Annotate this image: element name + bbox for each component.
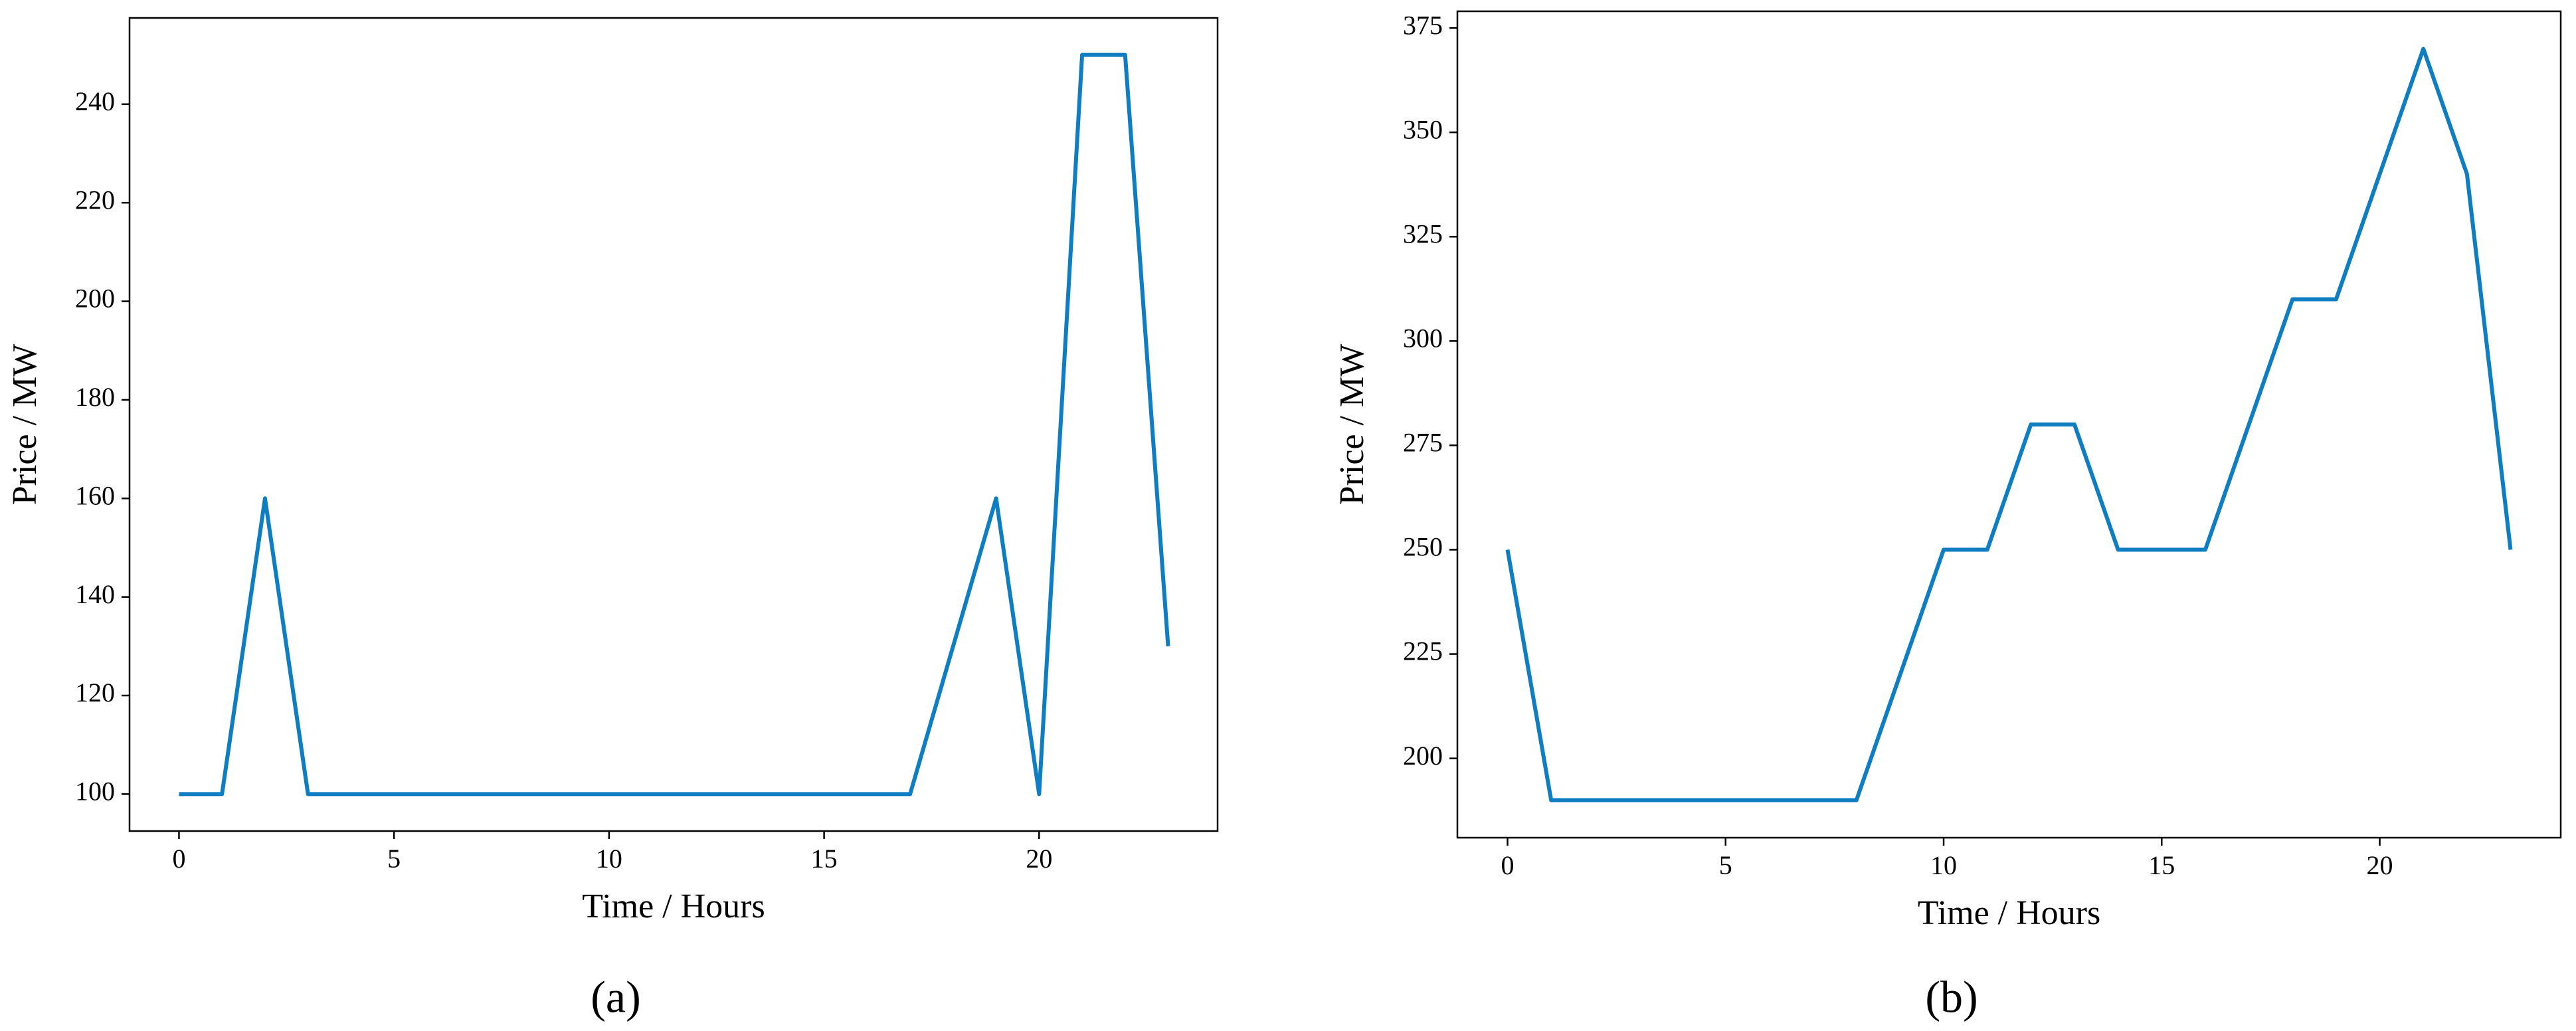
y-tick-label: 200 [75, 284, 115, 314]
data-line [1505, 47, 2513, 802]
y-tick-label: 140 [75, 579, 115, 609]
data-line [179, 52, 1170, 797]
y-axis-label: Price / MW [1333, 344, 1371, 506]
y-tick-label: 375 [1403, 10, 1443, 40]
y-tick-label: 240 [75, 86, 115, 116]
y-tick-label: 250 [1403, 532, 1443, 562]
x-axis-label: Time / Hours [582, 888, 765, 925]
y-tick-label: 220 [75, 185, 115, 215]
y-tick-label: 100 [75, 777, 115, 806]
x-tick-label: 15 [2148, 850, 2175, 880]
y-tick-label: 300 [1403, 324, 1443, 353]
x-tick-label: 0 [1501, 850, 1515, 880]
x-axis-label: Time / Hours [1918, 894, 2100, 932]
x-tick-label: 15 [811, 844, 838, 874]
plot-frame [1456, 10, 2562, 839]
y-axis-label: Price / MW [6, 344, 44, 506]
x-tick-label: 0 [172, 844, 185, 874]
y-tick-label: 180 [75, 382, 115, 412]
y-tick-label: 275 [1403, 428, 1443, 458]
x-tick-label: 5 [1719, 850, 1732, 880]
x-tick-label: 5 [387, 844, 401, 874]
panel-caption: (a) [591, 972, 640, 1022]
y-tick-label: 120 [75, 678, 115, 707]
panel-caption: (b) [1925, 972, 1978, 1022]
y-tick-label: 225 [1403, 636, 1443, 666]
x-tick-label: 10 [596, 844, 622, 874]
x-tick-label: 20 [2367, 850, 2393, 880]
x-tick-label: 20 [1026, 844, 1052, 874]
plot-frame [128, 17, 1219, 832]
x-tick-label: 10 [1930, 850, 1957, 880]
y-tick-label: 200 [1403, 741, 1443, 771]
y-tick-label: 350 [1403, 114, 1443, 144]
y-tick-label: 325 [1403, 219, 1443, 248]
y-tick-label: 160 [75, 480, 115, 510]
